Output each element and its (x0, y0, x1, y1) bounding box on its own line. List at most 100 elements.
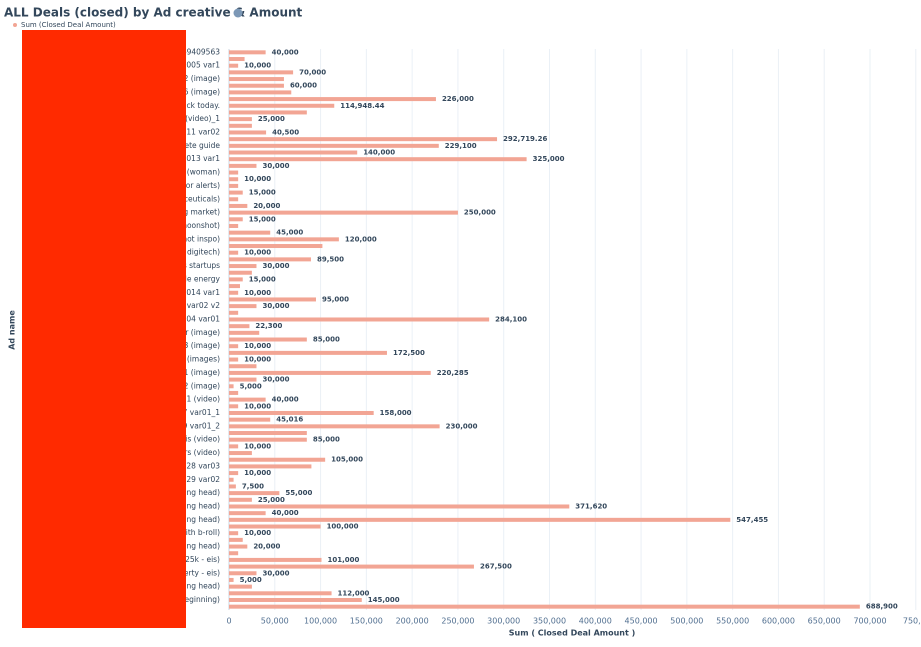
bar (229, 531, 239, 536)
y-tick-label: ack today. (182, 101, 220, 110)
bar (229, 83, 284, 88)
data-label: 10,000 (244, 289, 271, 297)
data-label: 45,016 (276, 416, 303, 424)
data-label: 30,000 (262, 376, 289, 384)
data-label: 105,000 (331, 456, 363, 464)
data-label: 5,000 (240, 382, 262, 390)
bar (229, 504, 570, 509)
bar (229, 97, 436, 102)
data-label: 60,000 (290, 82, 317, 90)
data-label: 230,000 (446, 422, 478, 430)
y-tick-label: 2 (image) (184, 74, 220, 83)
bar (229, 344, 239, 349)
bar (229, 264, 257, 269)
bar (229, 524, 321, 529)
data-label: 172,500 (393, 349, 425, 357)
y-tick-label: 6 (image) (184, 87, 220, 96)
data-label: 10,000 (244, 402, 271, 410)
bar (229, 370, 431, 375)
bar (229, 584, 252, 589)
bar (229, 223, 239, 228)
bar (229, 237, 339, 242)
bar (229, 511, 266, 516)
data-label: 10,000 (244, 62, 271, 70)
bar (229, 230, 271, 235)
bar (229, 70, 294, 75)
bar (229, 257, 311, 262)
bar (229, 190, 243, 195)
y-tick-label: 004 var01 (182, 314, 221, 323)
y-tick-label: ing head) (184, 515, 220, 524)
data-label: 688,900 (866, 603, 898, 611)
bar (229, 297, 316, 302)
bar (229, 390, 239, 395)
y-tick-label: 01 (video) (182, 395, 220, 404)
data-label: 25,000 (258, 496, 285, 504)
y-tick-label: 2 (image) (184, 381, 220, 390)
x-tick-label: 200,000 (396, 617, 429, 626)
y-tick-label: g market) (183, 208, 220, 217)
y-tick-label: ing head) (184, 582, 220, 591)
bar (229, 270, 252, 275)
bar (229, 597, 362, 602)
bar (229, 123, 252, 128)
bar (229, 464, 312, 469)
data-label: 229,100 (445, 142, 477, 150)
bar (229, 250, 239, 255)
data-label: 85,000 (313, 436, 340, 444)
data-label: 30,000 (262, 162, 289, 170)
y-tick-label: erty - eis) (184, 568, 220, 577)
bar (229, 457, 326, 462)
bar (229, 284, 240, 289)
data-label: 226,000 (442, 95, 474, 103)
info-icon[interactable] (233, 8, 243, 18)
bar (229, 150, 358, 155)
y-tick-label: ing head) (184, 542, 220, 551)
data-label: 547,455 (736, 516, 768, 524)
y-tick-label: 9 var01_2 (183, 421, 221, 430)
x-axis-label: Sum ( Closed Deal Amount ) (509, 629, 636, 638)
bar (229, 197, 239, 202)
bar (229, 477, 234, 482)
y-tick-label: for alerts) (183, 181, 220, 190)
x-tick-label: 700,000 (853, 617, 886, 626)
x-tick-label: 650,000 (808, 617, 841, 626)
bar (229, 544, 248, 549)
data-label: 55,000 (285, 489, 312, 497)
bar (229, 170, 239, 175)
y-tick-label: 25k - eis) (185, 555, 220, 564)
x-tick-label: 150,000 (350, 617, 383, 626)
y-tick-label: s013 var1 (183, 154, 221, 163)
bar (229, 310, 239, 315)
y-tick-label: 69409563 (182, 47, 220, 56)
data-label: 284,100 (495, 315, 527, 323)
data-label: 45,000 (276, 229, 303, 237)
bar (229, 384, 234, 389)
data-label: 30,000 (262, 302, 289, 310)
bar (229, 417, 271, 422)
bar (229, 244, 323, 249)
bar (229, 491, 280, 496)
x-tick-label: 400,000 (579, 617, 612, 626)
bar (229, 564, 474, 569)
y-tick-label: s startups (183, 261, 220, 270)
legend-swatch (13, 23, 17, 27)
x-tick-label: 750,… (903, 617, 921, 626)
bar (229, 497, 252, 502)
y-tick-label: rs (video) (184, 448, 220, 457)
bar (229, 143, 439, 148)
y-tick-label: ing head) (184, 501, 220, 510)
bar (229, 183, 239, 188)
bar (229, 350, 387, 355)
y-tick-label: (woman) (187, 168, 220, 177)
data-label: 158,000 (380, 409, 412, 417)
bar (229, 444, 239, 449)
data-label: 145,000 (368, 596, 400, 604)
data-label: 10,000 (244, 529, 271, 537)
bar (229, 437, 307, 442)
bar (229, 551, 239, 556)
y-tick-label: 3 (image) (184, 341, 220, 350)
bar (229, 397, 266, 402)
data-label: 100,000 (327, 523, 359, 531)
bar (229, 431, 307, 436)
